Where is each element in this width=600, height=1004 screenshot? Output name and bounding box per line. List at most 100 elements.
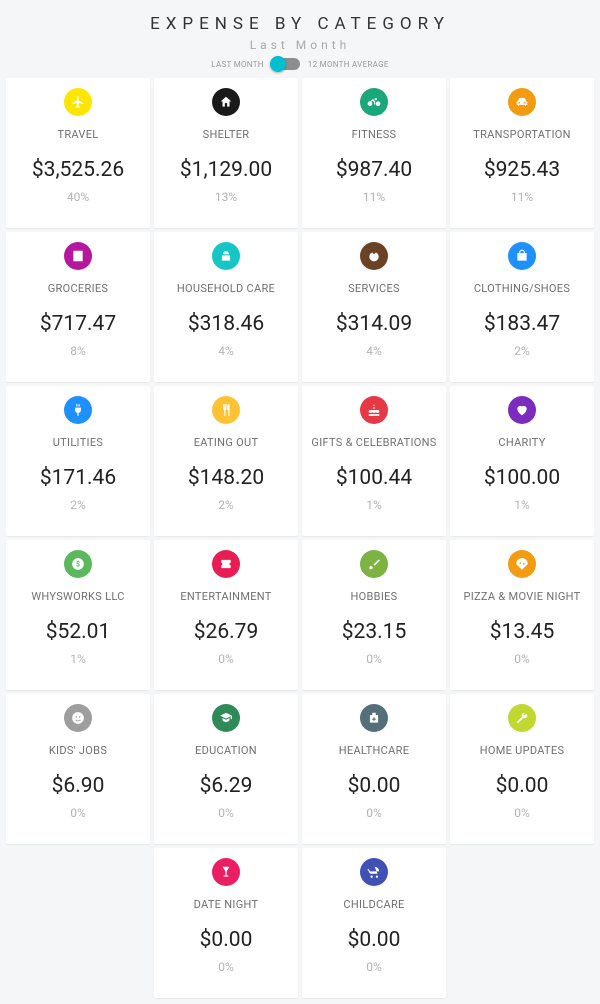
- category-card[interactable]: EDUCATION $6.29 0%: [154, 694, 298, 844]
- category-amount: $0.00: [348, 928, 401, 952]
- category-card[interactable]: CHILDCARE $0.00 0%: [302, 848, 446, 998]
- hands-icon: [360, 242, 388, 270]
- category-card[interactable]: SHELTER$1,129.0013%: [154, 78, 298, 228]
- category-name: HEALTHCARE: [337, 738, 412, 764]
- category-card[interactable]: TRAVEL$3,525.2640%: [6, 78, 150, 228]
- med-icon: [360, 704, 388, 732]
- category-card[interactable]: EATING OUT $148.20 2%: [154, 386, 298, 536]
- category-card[interactable]: KIDS' JOBS$6.900%: [6, 694, 150, 844]
- category-card[interactable]: PIZZA & MOVIE NIGHT $13.45 0%: [450, 540, 594, 690]
- category-percent: 0%: [218, 806, 234, 820]
- category-amount: $318.46: [188, 312, 264, 336]
- period-toggle-row: LAST MONTH 12 MONTH AVERAGE: [6, 58, 594, 70]
- bag-icon: [508, 242, 536, 270]
- wrench-icon: [508, 704, 536, 732]
- category-amount: $6.29: [200, 774, 253, 798]
- category-amount: $183.47: [484, 312, 560, 336]
- category-name: DATE NIGHT: [192, 892, 261, 918]
- category-card[interactable]: WHYSWORKS LLC $52.01 1%: [6, 540, 150, 690]
- category-amount: $1,129.00: [180, 158, 272, 182]
- category-name: GROCERIES: [46, 276, 111, 302]
- category-percent: 1%: [514, 498, 530, 512]
- category-name: TRANSPORTATION: [471, 122, 573, 148]
- category-card[interactable]: HOUSEHOLD CARE $318.46 4%: [154, 232, 298, 382]
- category-card[interactable]: GIFTS & CELEBRATIONS$100.441%: [302, 386, 446, 536]
- category-percent: 0%: [514, 806, 530, 820]
- cake-icon: [360, 396, 388, 424]
- category-percent: 0%: [514, 652, 530, 666]
- category-amount: $0.00: [200, 928, 253, 952]
- category-percent: 2%: [70, 498, 86, 512]
- category-name: KIDS' JOBS: [47, 738, 109, 764]
- category-percent: 0%: [366, 960, 382, 974]
- plug-icon: [64, 396, 92, 424]
- category-name: WHYSWORKS LLC: [29, 584, 126, 610]
- category-card[interactable]: CLOTHING/SHOES$183.472%: [450, 232, 594, 382]
- category-percent: 0%: [218, 652, 234, 666]
- grad-icon: [212, 704, 240, 732]
- category-amount: $987.40: [336, 158, 412, 182]
- pizza-icon: [508, 550, 536, 578]
- home-icon: [212, 88, 240, 116]
- category-name: HOBBIES: [349, 584, 400, 610]
- category-amount: $171.46: [40, 466, 116, 490]
- ticket-icon: [212, 550, 240, 578]
- category-name: CLOTHING/SHOES: [472, 276, 572, 302]
- car-icon: [508, 88, 536, 116]
- category-card[interactable]: HOBBIES$23.150%: [302, 540, 446, 690]
- category-name: HOME UPDATES: [478, 738, 567, 764]
- page-title: EXPENSE BY CATEGORY: [6, 14, 594, 34]
- category-amount: $100.00: [484, 466, 560, 490]
- category-name: GIFTS & CELEBRATIONS: [309, 430, 438, 456]
- category-card[interactable]: ENTERTAINMENT$26.790%: [154, 540, 298, 690]
- category-card[interactable]: DATE NIGHT $0.00 0%: [154, 848, 298, 998]
- category-name: PIZZA & MOVIE NIGHT: [462, 584, 583, 610]
- category-name: EATING OUT: [192, 430, 261, 456]
- period-toggle[interactable]: [272, 58, 300, 70]
- plane-icon: [64, 88, 92, 116]
- category-amount: $13.45: [490, 620, 555, 644]
- category-card[interactable]: GROCERIES$717.478%: [6, 232, 150, 382]
- category-card[interactable]: HEALTHCARE $0.00 0%: [302, 694, 446, 844]
- category-percent: 0%: [70, 806, 86, 820]
- category-percent: 1%: [70, 652, 86, 666]
- toggle-label-left: LAST MONTH: [211, 60, 264, 69]
- category-name: CHARITY: [496, 430, 547, 456]
- category-percent: 0%: [366, 652, 382, 666]
- category-amount: $52.01: [46, 620, 111, 644]
- category-amount: $0.00: [348, 774, 401, 798]
- category-amount: $925.43: [484, 158, 560, 182]
- category-amount: $3,525.26: [32, 158, 124, 182]
- category-percent: 1%: [366, 498, 382, 512]
- category-card[interactable]: HOME UPDATES$0.000%: [450, 694, 594, 844]
- category-percent: 4%: [218, 344, 234, 358]
- category-percent: 13%: [215, 190, 237, 204]
- utensils-icon: [212, 396, 240, 424]
- list-icon: [64, 242, 92, 270]
- category-percent: 0%: [366, 806, 382, 820]
- category-amount: $148.20: [188, 466, 264, 490]
- category-card[interactable]: UTILITIES $171.46 2%: [6, 386, 150, 536]
- stroller-icon: [360, 858, 388, 886]
- category-percent: 11%: [511, 190, 533, 204]
- category-card[interactable]: TRANSPORTATION $925.43 11%: [450, 78, 594, 228]
- category-percent: 4%: [366, 344, 382, 358]
- category-percent: 11%: [363, 190, 385, 204]
- category-name: UTILITIES: [51, 430, 106, 456]
- dollar-icon: [64, 550, 92, 578]
- category-amount: $717.47: [40, 312, 116, 336]
- category-name: SERVICES: [346, 276, 402, 302]
- category-card[interactable]: FITNESS $987.40 11%: [302, 78, 446, 228]
- category-percent: 2%: [218, 498, 234, 512]
- category-card[interactable]: SERVICES$314.094%: [302, 232, 446, 382]
- category-card[interactable]: CHARITY $100.00 1%: [450, 386, 594, 536]
- category-name: CHILDCARE: [341, 892, 406, 918]
- category-name: FITNESS: [350, 122, 399, 148]
- category-name: EDUCATION: [193, 738, 259, 764]
- category-percent: 0%: [218, 960, 234, 974]
- heart-icon: [508, 396, 536, 424]
- glass-icon: [212, 858, 240, 886]
- bike-icon: [360, 88, 388, 116]
- category-name: TRAVEL: [55, 122, 100, 148]
- category-name: HOUSEHOLD CARE: [175, 276, 277, 302]
